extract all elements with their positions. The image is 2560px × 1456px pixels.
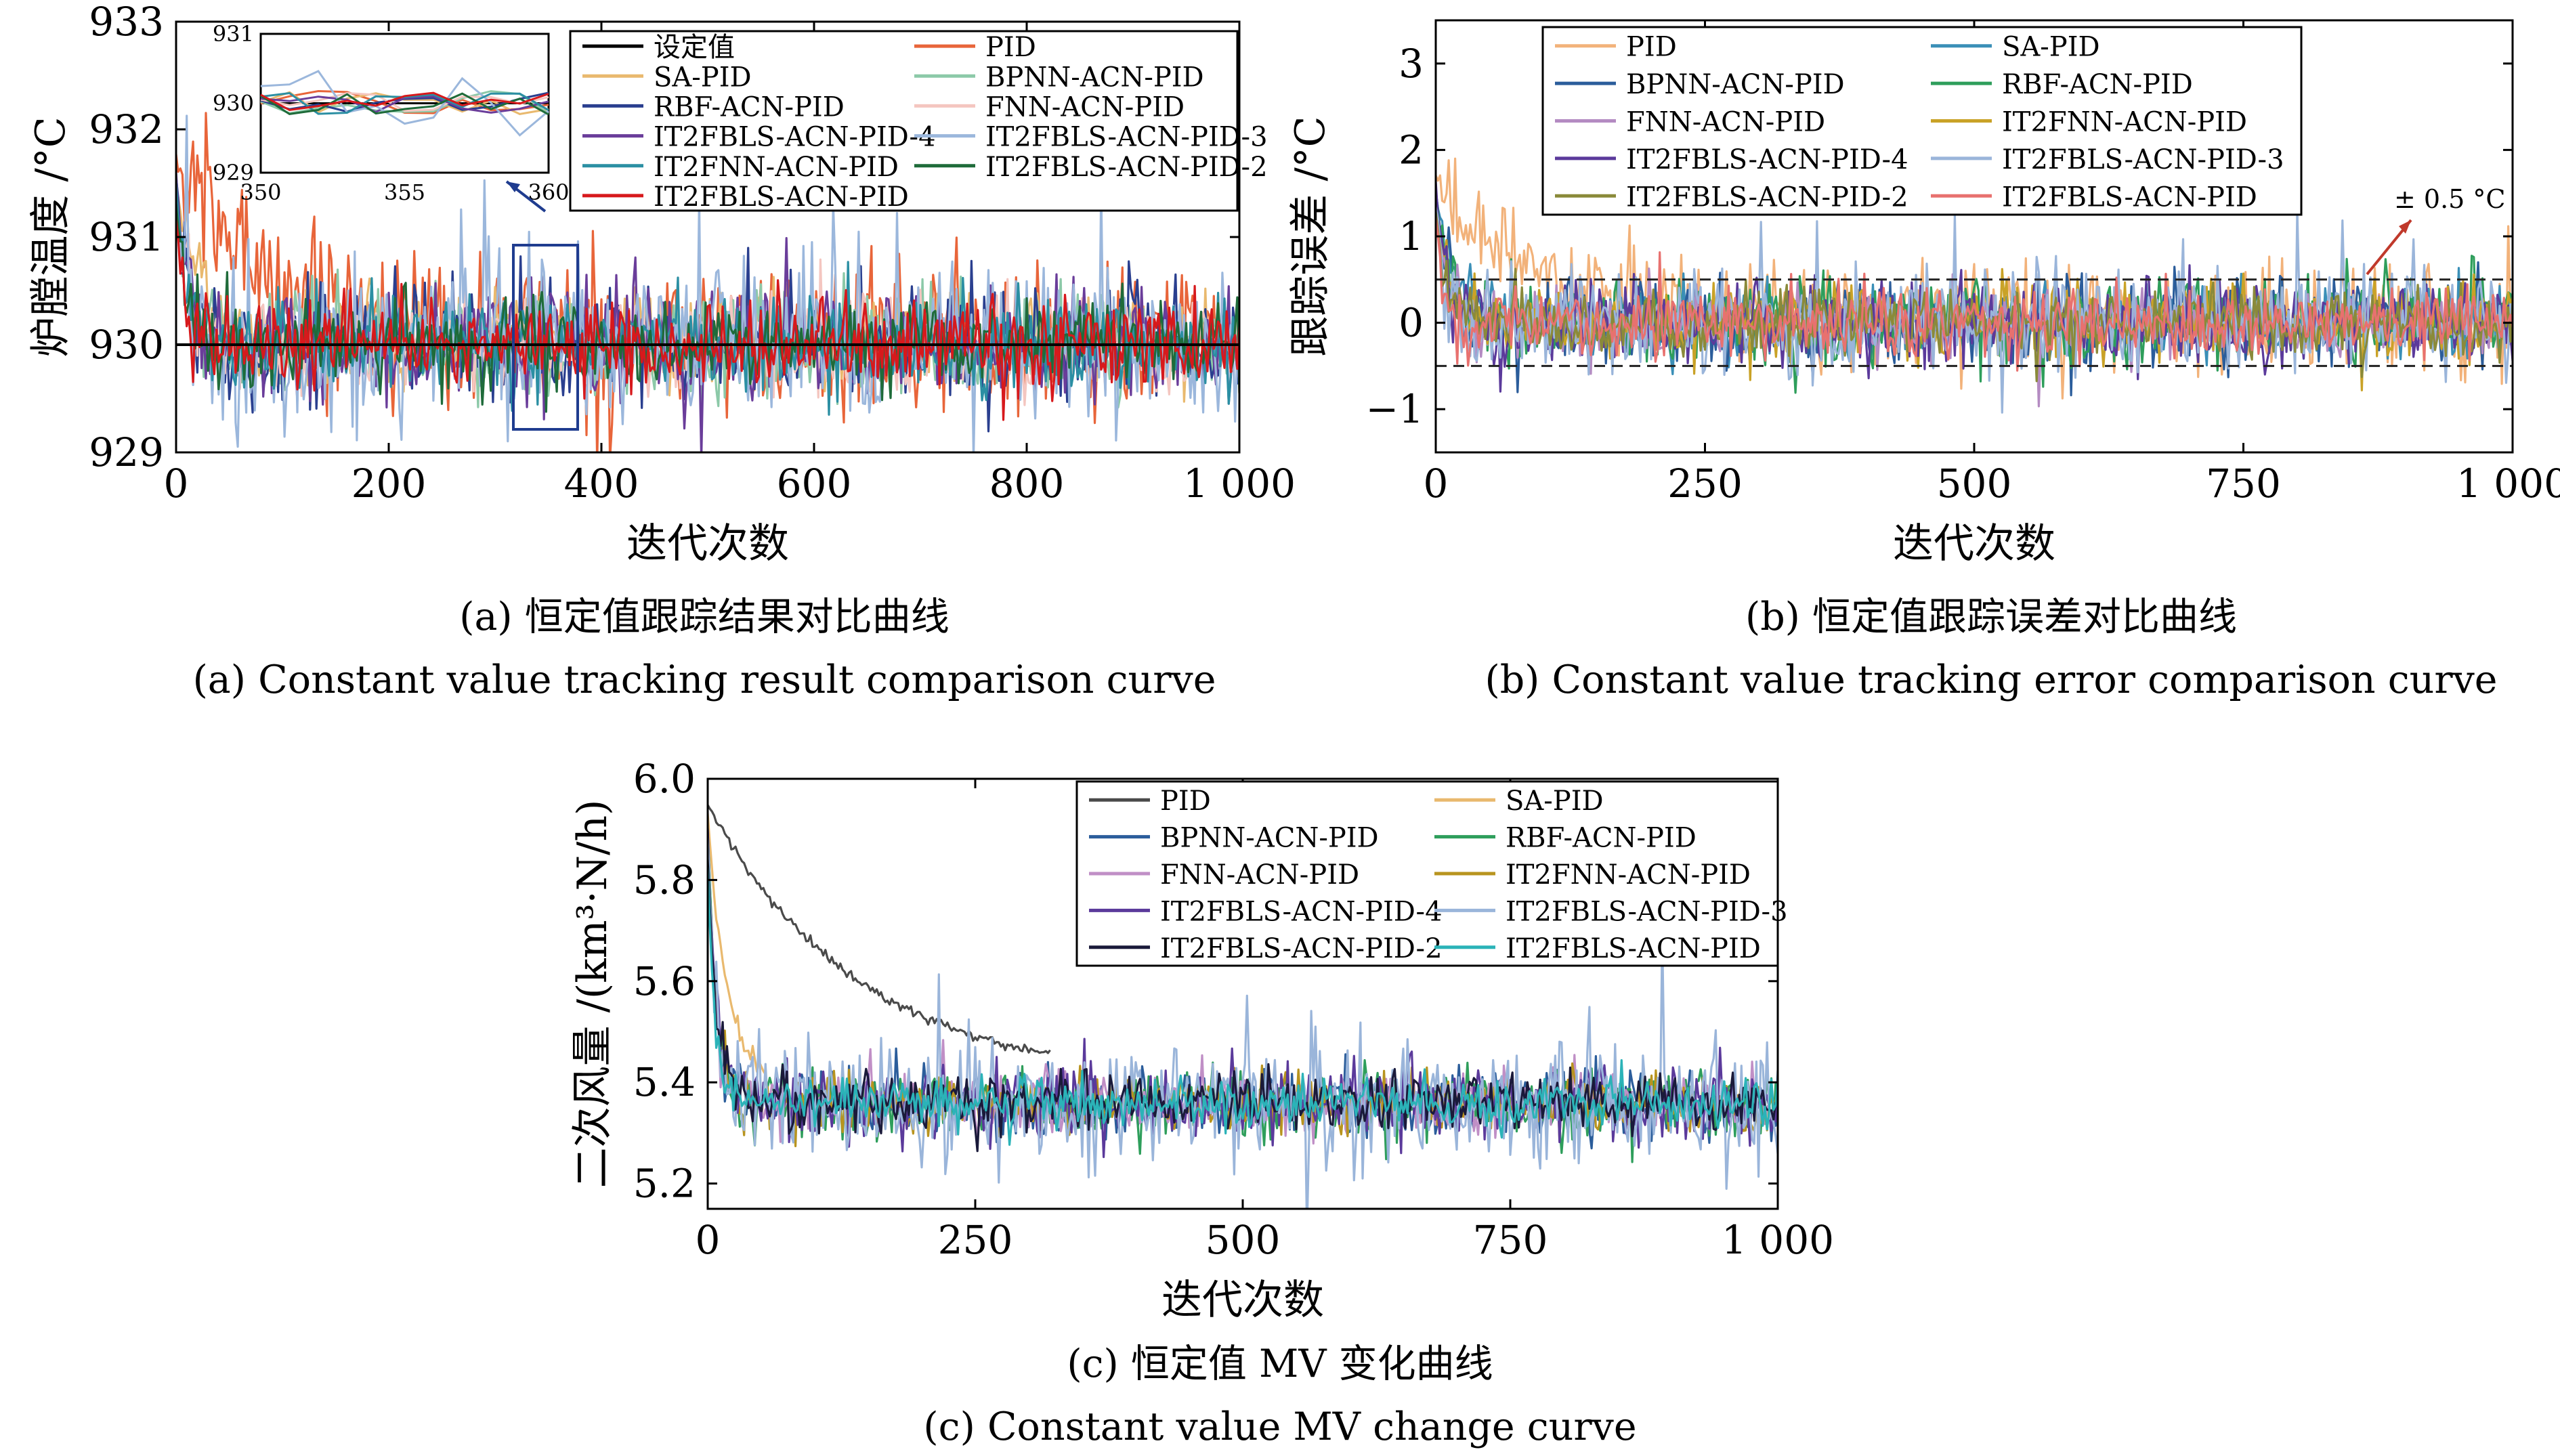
legend-label-it2fbls-acn-pid-2: IT2FBLS-ACN-PID-2 xyxy=(985,152,1268,183)
y-tick-label: 931 xyxy=(89,214,164,260)
legend-label-it2fnn-acn-pid: IT2FNN-ACN-PID xyxy=(2002,107,2247,138)
x-tick-label: 0 xyxy=(164,461,189,507)
legend-label-sa-pid: SA-PID xyxy=(1506,786,1604,817)
y-axis-label: 二次风量 /(km³·N/h) xyxy=(569,800,616,1189)
legend: PID SA-PID BPNN-ACN-PID RBF-ACN-PID FNN-ACN-… xyxy=(1543,27,2301,215)
x-tick-label: 500 xyxy=(1206,1217,1281,1263)
legend-label-it2fnn-acn-pid: IT2FNN-ACN-PID xyxy=(1506,859,1751,891)
x-axis-label: 迭代次数 xyxy=(1893,520,2055,568)
y-tick-label: −1 xyxy=(1366,386,1424,432)
legend-label-it2fnn-acn-pid: IT2FNN-ACN-PID xyxy=(654,152,899,183)
y-tick-label: 0 xyxy=(1399,300,1424,346)
legend-label-rbf-acn-pid: RBF-ACN-PID xyxy=(2002,69,2193,100)
caption-c-cn: (c) 恒定值 MV 变化曲线 xyxy=(1067,1342,1493,1386)
legend-label-rbf-acn-pid: RBF-ACN-PID xyxy=(654,91,845,123)
annotation-label: ± 0.5 °C xyxy=(2394,184,2506,214)
inset-zoom: 350 355 360 929 930 931 xyxy=(213,21,570,205)
x-tick-label: 750 xyxy=(1473,1217,1548,1263)
x-axis-label: 迭代次数 xyxy=(626,520,789,568)
panel-c-chart: 0 250 500 750 1 000 5.2 5.4 5.6 5.8 6.0 迭代次数 二次风量 /… xyxy=(569,756,1834,1324)
legend-label-it2fbls-acn-pid: IT2FBLS-ACN-PID xyxy=(654,181,909,213)
x-axis-label: 迭代次数 xyxy=(1161,1277,1324,1324)
y-tick-label: 933 xyxy=(89,0,164,45)
y-tick-label: 5.8 xyxy=(633,857,696,903)
x-tick-label: 500 xyxy=(1937,461,2012,507)
legend-label-fnn-acn-pid: FNN-ACN-PID xyxy=(985,91,1185,123)
x-tick-label: 750 xyxy=(2206,461,2281,507)
legend-label-it2fbls-acn-pid-4: IT2FBLS-ACN-PID-4 xyxy=(1626,144,1908,175)
legend-label-pid: PID xyxy=(985,32,1036,63)
y-tick-label: 2 xyxy=(1399,127,1424,173)
x-tick-label: 250 xyxy=(938,1217,1013,1263)
caption-b-cn: (b) 恒定值跟踪误差对比曲线 xyxy=(1745,595,2237,639)
series-line-pid xyxy=(708,805,1050,1053)
x-tick-label: 0 xyxy=(1424,461,1449,507)
x-tick-label: 1 000 xyxy=(1183,461,1296,507)
x-tick-label: 200 xyxy=(351,461,427,507)
inset-y-tick-label: 931 xyxy=(213,21,254,47)
legend-label-fnn-acn-pid: FNN-ACN-PID xyxy=(1626,107,1825,138)
legend-label-sa-pid: SA-PID xyxy=(2002,32,2100,63)
legend-label-it2fbls-acn-pid-2: IT2FBLS-ACN-PID-2 xyxy=(1160,933,1443,964)
legend-label-fnn-acn-pid: FNN-ACN-PID xyxy=(1160,859,1359,891)
y-tick-label: 5.6 xyxy=(633,958,696,1004)
y-tick-label: 930 xyxy=(89,322,164,368)
legend-label-it2fbls-acn-pid-4: IT2FBLS-ACN-PID-4 xyxy=(654,122,936,153)
legend-label-it2fbls-acn-pid-3: IT2FBLS-ACN-PID-3 xyxy=(1506,896,1788,927)
legend-label-it2fbls-acn-pid-4: IT2FBLS-ACN-PID-4 xyxy=(1160,896,1443,927)
legend: 设定值 PID SA-PID BPNN-ACN-PID RBF-ACN-PID FNN-A… xyxy=(570,31,1268,213)
legend-label-bpnn-acn-pid: BPNN-ACN-PID xyxy=(985,62,1204,93)
legend-label-it2fbls-acn-pid-3: IT2FBLS-ACN-PID-3 xyxy=(2002,144,2284,175)
x-tick-label: 800 xyxy=(989,461,1065,507)
legend-label-it2fbls-acn-pid-2: IT2FBLS-ACN-PID-2 xyxy=(1626,181,1908,213)
inset-x-tick-label: 355 xyxy=(384,179,425,205)
y-tick-label: 932 xyxy=(89,106,164,152)
legend-label-pid: PID xyxy=(1160,786,1211,817)
y-tick-label: 5.2 xyxy=(633,1161,696,1207)
legend-label-it2fbls-acn-pid: IT2FBLS-ACN-PID xyxy=(1506,933,1761,964)
inset-y-tick-label: 930 xyxy=(213,91,254,116)
x-tick-label: 0 xyxy=(696,1217,721,1263)
legend-label-item: 设定值 xyxy=(654,32,735,63)
x-tick-label: 1 000 xyxy=(1722,1217,1834,1263)
y-axis-label: 炉膛温度 /°C xyxy=(27,116,74,357)
y-tick-label: 5.4 xyxy=(633,1059,696,1105)
y-axis-label: 跟踪误差 /°C xyxy=(1287,116,1334,356)
y-tick-label: 929 xyxy=(89,429,164,475)
y-tick-label: 6.0 xyxy=(633,756,696,802)
legend-label-bpnn-acn-pid: BPNN-ACN-PID xyxy=(1160,823,1379,854)
caption-b-en: (b) Constant value tracking error compar… xyxy=(1485,658,2497,702)
y-tick-label: 3 xyxy=(1399,41,1424,87)
caption-c-en: (c) Constant value MV change curve xyxy=(923,1405,1636,1449)
x-tick-label: 400 xyxy=(564,461,639,507)
legend-label-sa-pid: SA-PID xyxy=(654,62,752,93)
legend-label-it2fbls-acn-pid: IT2FBLS-ACN-PID xyxy=(2002,181,2257,213)
y-tick-label: 1 xyxy=(1399,213,1424,259)
figure: 0 200 400 600 800 1 000929930931932933迭代次数炉膛温… xyxy=(0,0,2560,1456)
legend-label-bpnn-acn-pid: BPNN-ACN-PID xyxy=(1626,69,1845,100)
x-tick-label: 250 xyxy=(1667,461,1743,507)
legend: PID SA-PID BPNN-ACN-PID RBF-ACN-PID FNN-ACN-… xyxy=(1077,781,1788,966)
legend-label-pid: PID xyxy=(1626,32,1677,63)
x-tick-label: 1 000 xyxy=(2456,461,2560,507)
legend-label-rbf-acn-pid: RBF-ACN-PID xyxy=(1506,823,1697,854)
caption-a-en: (a) Constant value tracking result compa… xyxy=(193,658,1216,702)
caption-a-cn: (a) 恒定值跟踪结果对比曲线 xyxy=(459,595,950,639)
panel-a-chart: 0 200 400 600 800 1 000 929 930 931 932 933 迭代次数 炉膛温… xyxy=(27,0,1296,568)
x-tick-label: 600 xyxy=(777,461,852,507)
inset-y-tick-label: 929 xyxy=(213,160,254,186)
legend-label-it2fbls-acn-pid-3: IT2FBLS-ACN-PID-3 xyxy=(985,122,1268,153)
